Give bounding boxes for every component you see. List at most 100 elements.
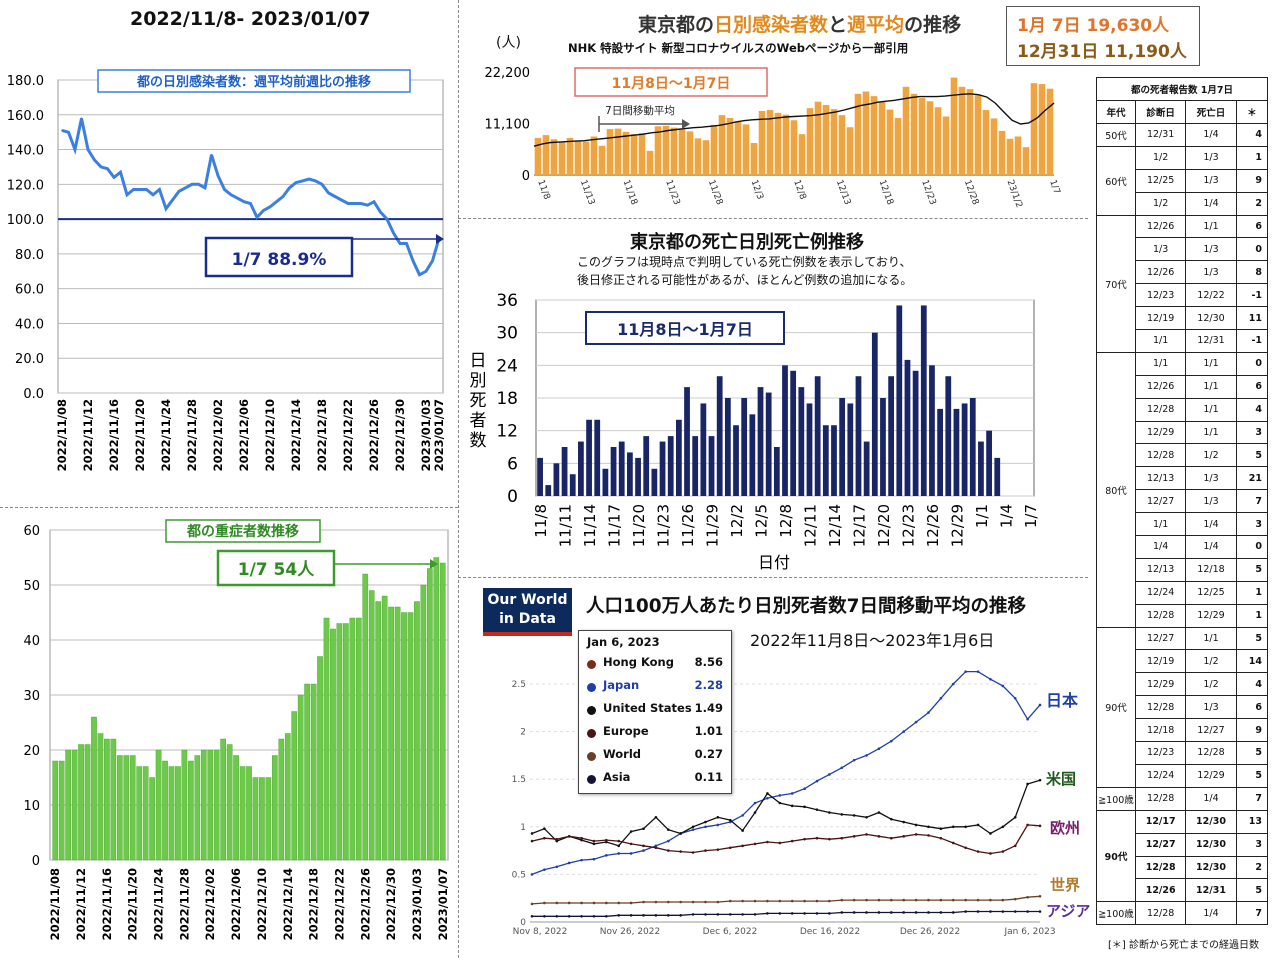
- death-table-age: ≧100歳: [1096, 786, 1136, 811]
- owid-line-asia-point: [605, 914, 608, 918]
- infections-bar: [822, 104, 830, 175]
- severe-ytick-label: 40: [23, 634, 40, 649]
- owid-line-asia-point: [927, 911, 930, 914]
- deaths-bar: [602, 468, 609, 496]
- deaths-bar: [692, 436, 699, 496]
- owid-line-japan-point: [976, 670, 980, 673]
- deaths-xtick-label: 11/17: [606, 504, 624, 547]
- owid-line-world-point: [951, 898, 955, 902]
- owid-line-world-point: [654, 900, 658, 904]
- death-table-elapsed-days: 5: [1235, 443, 1269, 468]
- owid-line-united-states-point: [877, 811, 881, 814]
- owid-line-japan-point: [902, 730, 906, 733]
- ratio-arrowhead: [436, 234, 444, 244]
- owid-tooltip-name: Hong Kong: [603, 655, 674, 669]
- owid-tooltip-value: 1.01: [694, 724, 723, 738]
- severe-xtick-label: 2023/01/03: [410, 868, 424, 940]
- severe-bar: [414, 601, 420, 861]
- owid-line-europe-point: [890, 836, 893, 840]
- deaths-bar: [700, 403, 707, 496]
- infections-subtitle: NHK 特設サイト 新型コロナウイルスのWebページから一部引用: [568, 41, 909, 55]
- owid-xtick-label: Dec 6, 2022: [703, 927, 758, 937]
- death-table-elapsed-days: 4: [1235, 397, 1269, 422]
- owid-line-europe-point: [989, 852, 992, 855]
- death-table-diagnosis-date: 12/26: [1134, 878, 1187, 903]
- owid-line-world: [531, 895, 1041, 905]
- severe-bar: [420, 584, 427, 861]
- death-table-elapsed-days: -1: [1235, 283, 1269, 308]
- severe-bar: [207, 749, 214, 861]
- owid-line-united-states-point: [840, 813, 844, 816]
- severe-bar: [78, 744, 84, 861]
- owid-line-europe-point: [629, 842, 633, 846]
- deaths-bar: [863, 441, 870, 496]
- severe-xtick-label: 2022/12/14: [281, 868, 295, 940]
- owid-line-world-point: [815, 899, 819, 903]
- ratio-xtick-label: 2022/12/14: [289, 399, 303, 471]
- severe-bar: [168, 766, 175, 861]
- death-table-row: 1/1 1/4 3: [1097, 512, 1269, 537]
- death-table-death-date: 12/27: [1185, 718, 1237, 743]
- death-table-diagnosis-date: 1/3: [1134, 237, 1187, 262]
- deaths-range-label: 11月8日〜1月7日: [617, 320, 753, 339]
- owid-line-united-states-point: [964, 825, 967, 829]
- deaths-xtick-label: 12/29: [948, 504, 966, 547]
- death-table-elapsed-days: 13: [1235, 809, 1269, 834]
- owid-line-europe-point: [1013, 844, 1017, 848]
- death-table-death-date: 12/30: [1185, 809, 1237, 834]
- death-table-row: 12/28 12/30 2: [1097, 855, 1269, 880]
- owid-ytick-label: 2: [520, 728, 526, 738]
- owid-line-europe-point: [815, 836, 819, 840]
- owid-line-japan-point: [989, 677, 992, 681]
- infections-xtick-label: 11/23: [663, 179, 681, 207]
- severe-ytick-label: 50: [23, 579, 40, 594]
- owid-line-united-states-point: [617, 844, 621, 848]
- infections-range-box: [574, 67, 768, 97]
- death-table-age: 90代: [1096, 809, 1136, 903]
- death-table-elapsed-days: 0: [1235, 535, 1269, 559]
- death-table-row: 12/28 1/3 6: [1097, 695, 1269, 720]
- infections-xtick-label: 12/23: [919, 179, 937, 207]
- infections-range-label: 11月8日〜1月7日: [612, 76, 731, 92]
- death-table-elapsed-days: 14: [1235, 649, 1269, 674]
- death-table-row: ≧100歳 12/28 1/4 7: [1096, 901, 1269, 926]
- severe-bar: [162, 760, 168, 861]
- owid-line-united-states-point: [642, 827, 645, 831]
- ratio-x-axis: 2022/11/08 2022/11/12 2022/11/16 2022/11/20…: [55, 399, 446, 471]
- owid-line-europe-point: [914, 833, 918, 836]
- infections-bar: [742, 124, 750, 175]
- owid-line-united-states-point: [766, 792, 769, 795]
- owid-xtick-label: Dec 16, 2022: [800, 927, 860, 937]
- deaths-xtick-label: 12/23: [899, 504, 917, 547]
- owid-line-europe-point: [679, 850, 682, 853]
- infections-bar: [558, 142, 566, 175]
- death-table-elapsed-days: 3: [1235, 832, 1269, 857]
- death-table-death-date: 1/2: [1185, 443, 1237, 468]
- deaths-bar: [675, 419, 682, 496]
- owid-line-japan-point: [865, 754, 868, 757]
- death-table-row: 12/28 1/1 4: [1097, 397, 1269, 422]
- owid-line-asia-point: [803, 912, 806, 915]
- death-table-row: 12/25 1/3 9: [1097, 168, 1269, 193]
- owid-line-asia-point: [728, 913, 732, 916]
- death-table-row: 12/23 12/22 -1: [1097, 283, 1269, 308]
- owid-line-united-states-point: [890, 817, 893, 821]
- severe-callout: 1/7 54人: [238, 560, 315, 580]
- deaths-bar: [741, 398, 748, 496]
- severe-bar: [401, 612, 407, 861]
- owid-lines: [530, 670, 1042, 918]
- owid-line-united-states-point: [605, 840, 608, 844]
- ratio-xtick-label: 2022/12/22: [341, 399, 355, 471]
- death-table-death-date: 12/18: [1185, 557, 1237, 582]
- infections-xtick-label: 11/8: [535, 179, 551, 202]
- owid-line-asia-point: [951, 911, 955, 914]
- severe-bar: [394, 606, 401, 861]
- deaths-bar: [880, 398, 886, 496]
- owid-ytick-label: 1.5: [512, 775, 526, 785]
- owid-line-europe-point: [902, 835, 906, 838]
- deaths-bar: [733, 425, 739, 496]
- owid-line-world-point: [704, 900, 707, 904]
- owid-line-europe-point: [865, 833, 868, 836]
- owid-line-asia-point: [914, 911, 918, 914]
- owid-tooltip-row: United States 1.49: [587, 701, 727, 719]
